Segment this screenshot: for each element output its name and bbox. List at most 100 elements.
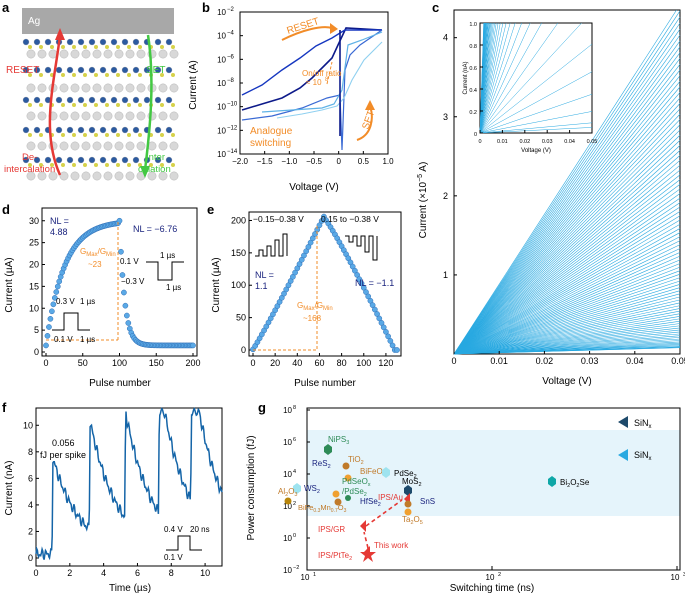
atom — [136, 141, 146, 151]
panel-f-letter: f — [2, 400, 7, 415]
c-iv-line — [453, 119, 681, 355]
atom — [66, 126, 74, 134]
b-iv-curve-1 — [241, 27, 383, 111]
d-xlabel: Pulse number — [89, 378, 151, 389]
atom — [59, 83, 69, 93]
c-inset-line — [479, 22, 511, 134]
atom — [132, 156, 140, 164]
g-pdse2-marker — [382, 467, 390, 478]
atom — [33, 66, 41, 74]
e-ratio-g1: G — [297, 301, 303, 310]
e-point — [374, 311, 380, 317]
atom — [110, 96, 118, 104]
d-reset-base-t: 1 µs — [160, 251, 175, 260]
panel-c-axes — [453, 9, 681, 355]
atom — [77, 96, 85, 104]
g-ytick-exp: 0 — [293, 533, 296, 539]
atom — [59, 111, 69, 121]
atom-yellow — [28, 163, 32, 167]
e-point — [394, 347, 400, 353]
c-iv-line — [453, 277, 681, 355]
c-iv-line — [453, 327, 681, 355]
c-iv-line — [453, 313, 681, 355]
atom-yellow — [39, 103, 43, 107]
b-ytick-exp: −14 — [227, 149, 238, 155]
b-xtick-label: −0.5 — [306, 157, 322, 166]
g-mos2-label: MoS2 — [402, 477, 422, 488]
atom — [55, 96, 63, 104]
atom — [110, 156, 118, 164]
atom-yellow — [61, 103, 65, 107]
c-iv-line — [453, 252, 681, 355]
c-xtick-label: 0.03 — [581, 356, 599, 366]
f-ytick-label: 10 — [23, 420, 33, 430]
panel-g-letter: g — [258, 400, 266, 415]
atom — [92, 111, 102, 121]
ag-electrode — [22, 8, 174, 34]
g-bifemno-marker — [334, 498, 342, 506]
c-ytick-label: 1 — [443, 270, 448, 280]
d-point — [46, 324, 52, 330]
atom — [132, 66, 140, 74]
g-res2-label: ReS2 — [312, 459, 331, 470]
atom — [154, 96, 162, 104]
g-pdse2-label: PdSe2 — [394, 469, 417, 480]
atom — [92, 83, 102, 93]
atom-yellow — [72, 45, 76, 49]
c-iv-line — [453, 160, 681, 355]
atom — [110, 126, 118, 134]
atom-yellow — [83, 133, 87, 137]
d-point — [51, 295, 58, 301]
atom — [136, 111, 146, 121]
g-ipsgr-marker — [360, 520, 366, 532]
e-xlabel: Pulse number — [294, 378, 356, 389]
g-ylabel: Power consumption (fJ) — [246, 435, 257, 540]
c-iv-line — [453, 333, 681, 355]
g-ws2-label: WS2 — [304, 484, 320, 495]
atom — [44, 38, 52, 46]
c-iv-line — [453, 40, 681, 355]
c-ylabel-a: Current (×10 — [418, 181, 429, 238]
c-ylabel-exp: −5 — [417, 174, 424, 182]
atom-yellow — [127, 45, 131, 49]
atom — [88, 126, 96, 134]
atom-yellow — [72, 133, 76, 137]
atom — [26, 83, 36, 93]
c-iv-line — [453, 184, 681, 355]
c-iv-line — [453, 287, 681, 355]
g-xtick-exp: 1 — [313, 572, 316, 578]
atom — [169, 171, 179, 181]
b-xtick-label: −1.5 — [257, 157, 273, 166]
atom — [103, 171, 113, 181]
b-ytick-exp: −6 — [227, 54, 235, 60]
c-inset-line — [479, 22, 501, 134]
atom — [70, 141, 80, 151]
atom — [165, 66, 173, 74]
atom — [169, 141, 179, 151]
atom — [110, 38, 118, 46]
g-sns-label: SnS — [420, 497, 435, 506]
b-ratio-exp: 8 — [325, 77, 329, 83]
c-xtick-label: 0.02 — [536, 356, 554, 366]
c-inset-line — [479, 22, 542, 134]
atom-yellow — [160, 133, 164, 137]
d-reset-pulse — [146, 261, 184, 281]
d-point — [56, 278, 63, 285]
reset-label: RESET — [6, 65, 39, 76]
c-inset-line — [479, 127, 593, 134]
b-ytick-label: 10 — [217, 126, 226, 135]
atom — [66, 96, 74, 104]
atom — [66, 156, 74, 164]
c-inset-line — [479, 111, 593, 134]
c-inset-line — [479, 22, 522, 134]
e-point — [385, 333, 391, 340]
atom — [33, 38, 41, 46]
c-iv-line — [453, 293, 681, 355]
e-set-pulses — [255, 233, 288, 257]
atom — [26, 49, 36, 59]
c-iv-line — [453, 290, 681, 355]
d-ytick-label: 10 — [29, 303, 39, 313]
atom — [77, 66, 85, 74]
panel-c: c 0 0.01 0.02 0.03 0.04 0.05 1 2 3 4 Current (×10… — [412, 0, 685, 390]
atom — [121, 156, 129, 164]
